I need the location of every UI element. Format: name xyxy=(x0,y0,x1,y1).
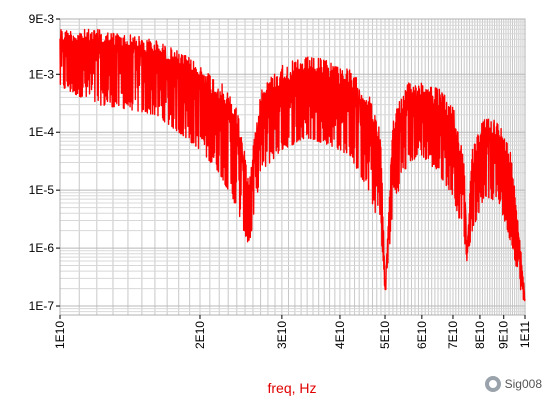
x-tick-label: 1E11 xyxy=(518,321,532,348)
x-tick-label: 9E10 xyxy=(497,321,511,349)
watermark-text: Sig008 xyxy=(504,377,542,391)
x-tick-label: 8E10 xyxy=(473,321,487,349)
x-tick-label: 1E10 xyxy=(53,321,67,349)
y-tick-label: 9E-3 xyxy=(29,12,55,26)
plot-frame xyxy=(59,18,526,316)
series-group xyxy=(59,28,526,302)
x-tick-label: 2E10 xyxy=(193,321,207,349)
x-tick-label: 6E10 xyxy=(415,321,429,349)
y-tick-label: 1E-4 xyxy=(29,125,55,139)
x-tick-label: 4E10 xyxy=(333,321,347,349)
series-line-0 xyxy=(59,28,526,302)
y-tick-label: 1E-3 xyxy=(29,67,55,81)
x-axis-label: freq, Hz xyxy=(267,380,316,396)
watermark: Sig008 xyxy=(484,376,542,392)
y-tick-labels: 9E-3 1E-3 1E-4 1E-5 1E-6 1E-7 xyxy=(29,12,60,313)
x-tick-label: 7E10 xyxy=(446,321,460,349)
x-tick-label: 3E10 xyxy=(275,321,289,349)
wechat-icon xyxy=(484,376,501,392)
x-tick-labels: 1E10 2E10 3E10 4E10 5E10 6E10 7E10 8E10 9E10 1E11 xyxy=(53,315,532,349)
y-tick-label: 1E-5 xyxy=(29,183,55,197)
y-tick-label: 1E-7 xyxy=(29,299,55,313)
y-tick-label: 1E-6 xyxy=(29,241,55,255)
x-tick-label: 5E10 xyxy=(378,321,392,349)
